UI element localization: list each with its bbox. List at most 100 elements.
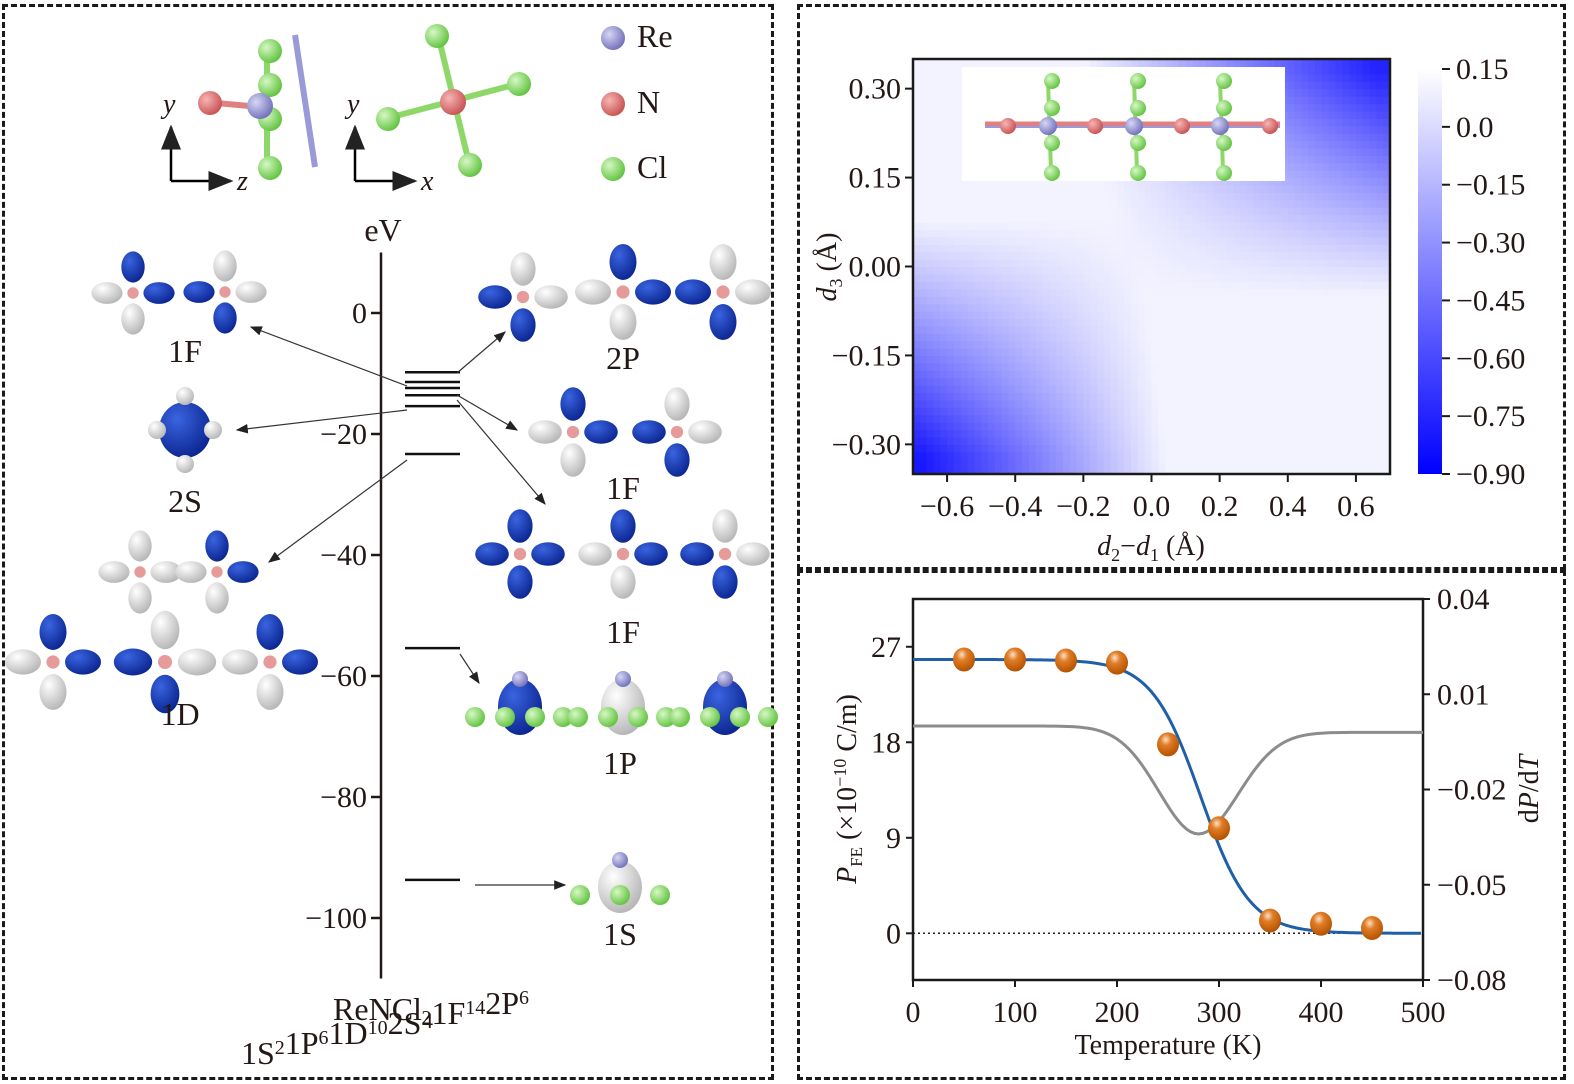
heatmap-cell [994,184,1003,193]
y-tick-label: 27 [871,631,901,664]
heatmap-cell [1042,377,1050,386]
heatmap-cell [1253,385,1262,394]
heatmap-cell [1015,251,1023,260]
data-point [1055,648,1077,673]
heatmap-cell [1226,281,1234,290]
heatmap-cell [1321,177,1330,186]
heatmap-cell [1001,303,1009,312]
heatmap-cell [1008,340,1016,349]
heatmap-cell [1301,184,1309,193]
heatmap-cell [994,436,1003,445]
energy-tick-label: −100 [305,902,367,935]
heatmap-cell [926,118,935,127]
heatmap-cell [1321,125,1330,134]
heatmap-cell [1028,399,1037,408]
heatmap-cell [1185,362,1193,371]
heatmap-cell [1362,318,1371,327]
heatmap-cell [1158,444,1166,453]
heatmap-cell [1062,399,1071,408]
heatmap-cell [933,244,941,253]
heatmap-cell [1355,266,1364,275]
heatmap-cell [1308,436,1316,445]
heatmap-cell [1308,288,1316,297]
heatmap-cell [1110,310,1119,319]
heatmap-cell [1294,118,1303,127]
heatmap-cell [1083,303,1091,312]
heatmap-cell [1280,362,1289,371]
heatmap-cell [1042,414,1050,423]
heatmap-cell [974,348,982,357]
heatmap-cell [1246,244,1255,253]
heatmap-cell [1110,207,1119,216]
heatmap-cell [1308,229,1316,238]
heatmap-cell [1376,288,1384,297]
heatmap-cell [1321,73,1330,82]
heatmap-cell [947,103,955,112]
heatmap-cell [994,296,1003,305]
heatmap-cell [981,385,989,394]
heatmap-cell [1035,466,1044,474]
heatmap-cell [1158,222,1166,231]
heatmap-cell [940,170,948,179]
heatmap-cell [1301,407,1309,416]
heatmap-cell [1096,385,1105,394]
heatmap-cell [933,333,941,342]
heatmap-cell [1083,207,1091,216]
heatmap-cell [1199,362,1207,371]
heatmap-cell [1117,429,1125,438]
heatmap-cell [1117,392,1125,401]
heatmap-cell [967,288,975,297]
heatmap-cell [1301,118,1309,127]
config-occupancy: 6 [319,1027,329,1049]
heatmap-cell [1301,88,1309,97]
heatmap-cell [1151,459,1159,468]
heatmap-cell [1001,466,1009,474]
heatmap-cell [1349,273,1357,282]
orbital-center [211,566,223,578]
heatmap-cell [1212,288,1221,297]
heatmap-cell [913,199,921,208]
heatmap-cell [933,355,941,364]
heatmap-cell [1199,355,1207,364]
heatmap-cell [933,377,941,386]
heatmap-cell [1185,244,1193,253]
heatmap-cell [1124,466,1132,474]
cl-atom [376,107,400,131]
heatmap-cell [1321,325,1330,334]
heatmap-cell [1103,325,1112,334]
heatmap-cell [1274,414,1282,423]
heatmap-cell [1035,192,1044,201]
heatmap-cell [933,414,941,423]
heatmap-cell [1369,110,1377,119]
heatmap-cell [1376,436,1384,445]
orbital-lobe [680,542,714,566]
heatmap-cell [1219,392,1228,401]
colorbar-tick-label: −0.60 [1456,342,1525,375]
heatmap-cell [1076,377,1084,386]
heatmap-cell [1096,259,1105,268]
heatmap-cell [1267,355,1275,364]
heatmap-cell [1321,251,1330,260]
heatmap-cell [1342,66,1350,75]
heatmap-cell [933,436,941,445]
heatmap-cell [1049,222,1057,231]
heatmap-cell [1294,310,1303,319]
heatmap-cell [947,414,955,423]
heatmap-cell [1328,59,1337,68]
inset-re-atom [1039,117,1057,135]
heatmap-cell [1042,251,1050,260]
heatmap-cell [933,259,941,268]
heatmap-cell [1124,325,1132,334]
inset-chain-structure [962,67,1285,181]
heatmap-cell [913,170,921,179]
heatmap-cell [981,348,989,357]
heatmap-cell [947,392,955,401]
heatmap-cell [1090,436,1098,445]
heatmap-cell [987,392,996,401]
heatmap-cell [1253,451,1262,460]
heatmap-cell [1151,466,1159,474]
heatmap-cell [960,459,969,468]
heatmap-cell [960,59,969,68]
heatmap-cell [1362,436,1371,445]
heatmap-cell [1103,273,1112,282]
